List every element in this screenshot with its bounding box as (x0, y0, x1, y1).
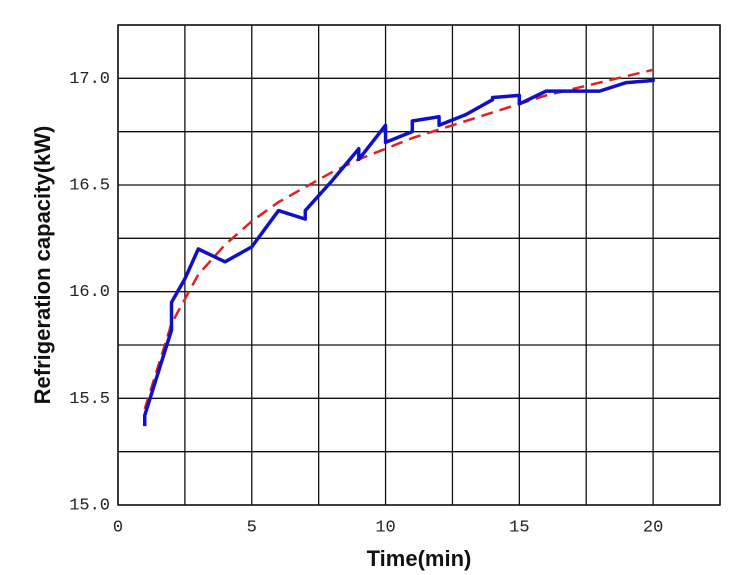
y-tick-label: 16.0 (69, 283, 110, 302)
x-tick-label: 0 (113, 518, 123, 537)
x-axis-title: Time(min) (367, 546, 472, 571)
x-tick-label: 20 (643, 518, 663, 537)
data-line (143, 78, 655, 427)
y-tick-label: 15.5 (69, 390, 110, 409)
y-tick-label: 16.5 (69, 176, 110, 195)
y-tick-label: 15.0 (69, 496, 110, 515)
x-tick-label: 15 (509, 518, 529, 537)
y-tick-label: 17.0 (69, 70, 110, 89)
plot-frame (117, 24, 721, 506)
data-line (143, 68, 654, 410)
x-tick-label: 10 (375, 518, 395, 537)
y-axis-title: Refrigeration capacity(kW) (30, 126, 55, 405)
x-tick-label: 5 (247, 518, 257, 537)
